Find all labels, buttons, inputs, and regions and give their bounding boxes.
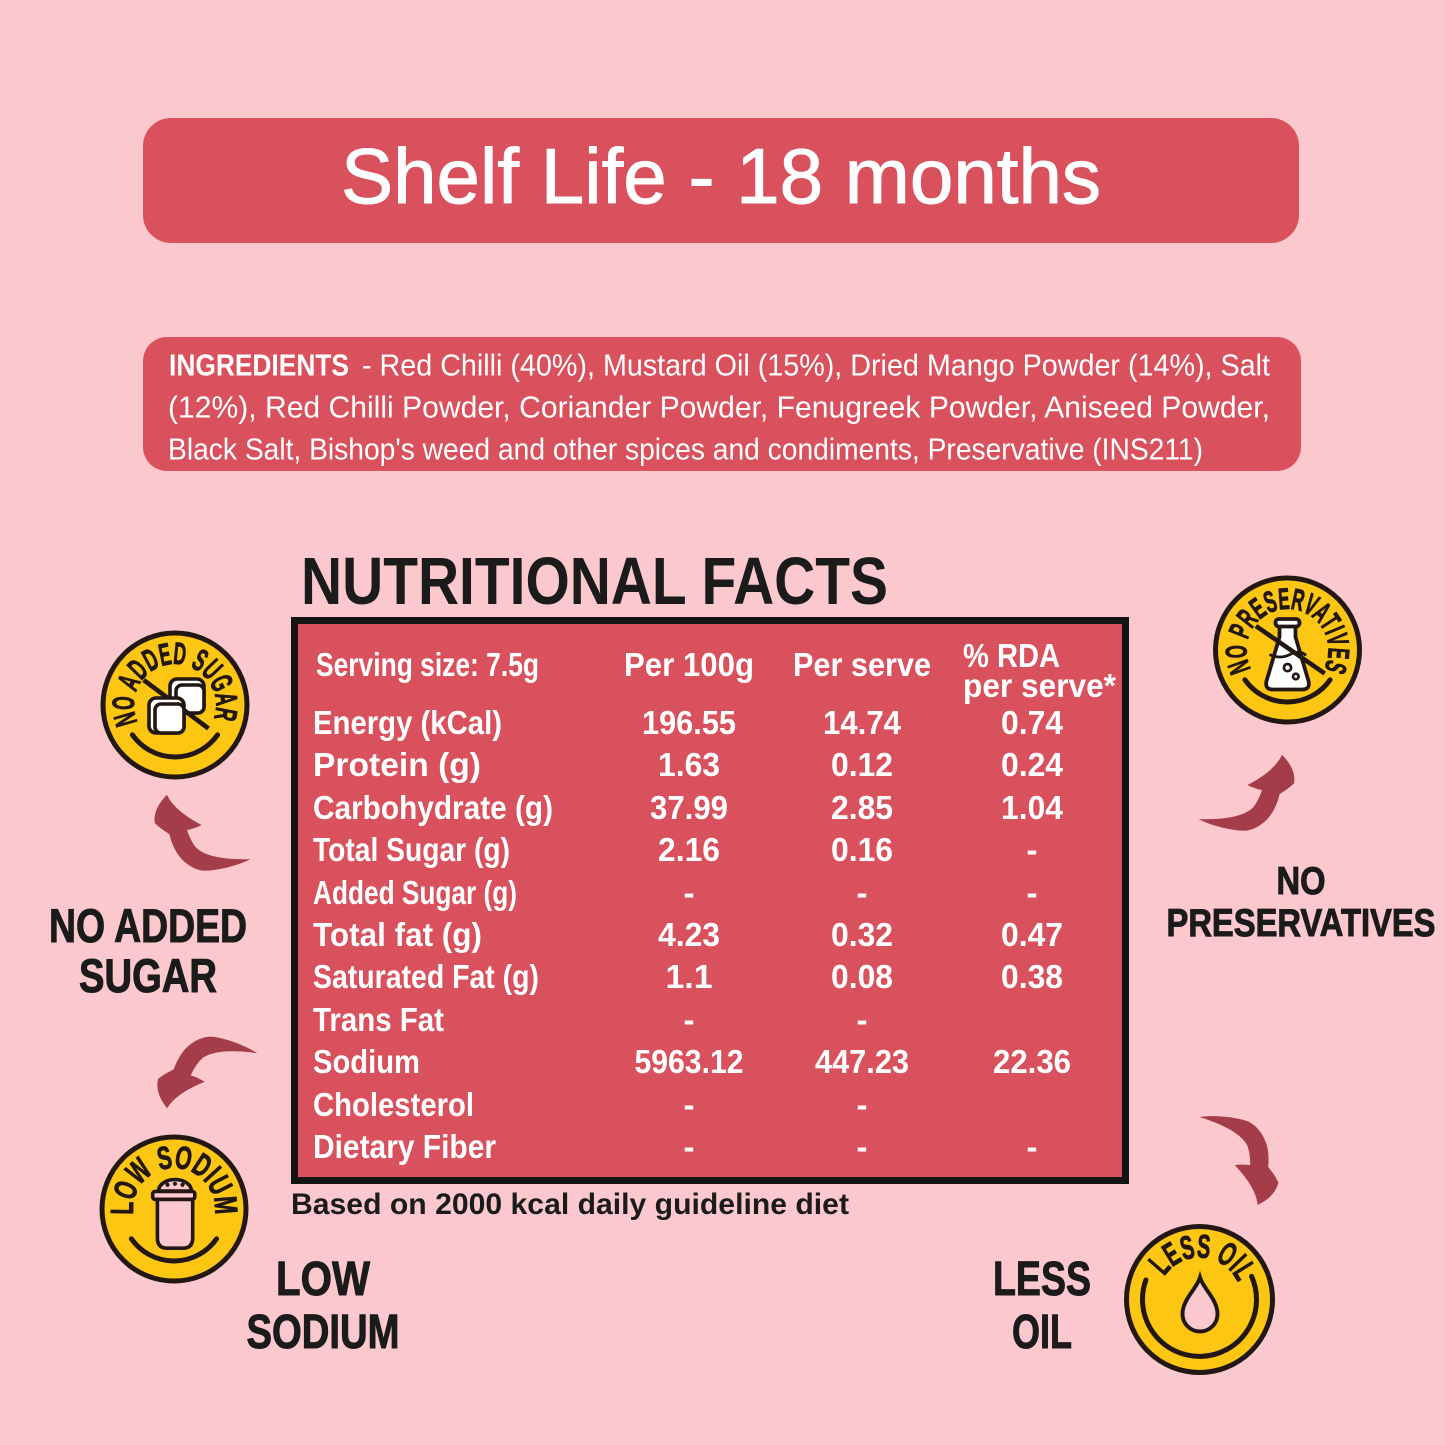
svg-text:Protein (g): Protein (g) bbox=[313, 746, 481, 783]
svg-text:SODIUM: SODIUM bbox=[247, 1306, 400, 1359]
svg-text:196.55: 196.55 bbox=[642, 704, 736, 741]
svg-text:0.38: 0.38 bbox=[1001, 958, 1063, 995]
svg-text:Per serve: Per serve bbox=[793, 646, 931, 683]
svg-text:1.04: 1.04 bbox=[1001, 789, 1064, 826]
svg-text:-: - bbox=[1027, 1128, 1038, 1165]
svg-text:Trans Fat: Trans Fat bbox=[313, 1001, 444, 1038]
svg-text:SUGAR: SUGAR bbox=[79, 949, 217, 1002]
svg-text:LESS: LESS bbox=[993, 1253, 1091, 1306]
svg-text:PRESERVATIVES: PRESERVATIVES bbox=[1167, 902, 1436, 945]
svg-text:per serve*: per serve* bbox=[963, 667, 1116, 704]
svg-text:Saturated Fat (g): Saturated Fat (g) bbox=[313, 958, 539, 995]
svg-text:0.24: 0.24 bbox=[1001, 746, 1064, 783]
svg-text:NUTRITIONAL FACTS: NUTRITIONAL FACTS bbox=[301, 544, 888, 619]
svg-text:OIL: OIL bbox=[1012, 1306, 1072, 1359]
svg-text:0.47: 0.47 bbox=[1001, 916, 1063, 953]
svg-text:Total Sugar (g): Total Sugar (g) bbox=[313, 831, 510, 868]
svg-text:Shelf Life - 18 months: Shelf Life - 18 months bbox=[341, 132, 1101, 220]
svg-text:0.12: 0.12 bbox=[831, 746, 893, 783]
svg-text:-: - bbox=[684, 1086, 695, 1123]
svg-text:-: - bbox=[1027, 874, 1038, 911]
svg-text:(12%), Red Chilli Powder, Cori: (12%), Red Chilli Powder, Coriander Powd… bbox=[168, 391, 1270, 425]
svg-text:Serving size: 7.5g: Serving size: 7.5g bbox=[316, 646, 539, 683]
svg-text:INGREDIENTS: INGREDIENTS bbox=[169, 349, 349, 383]
svg-text:-: - bbox=[684, 1128, 695, 1165]
svg-text:NO: NO bbox=[1277, 860, 1326, 903]
svg-text:-: - bbox=[857, 1086, 868, 1123]
svg-text:-: - bbox=[857, 1128, 868, 1165]
svg-text:0.16: 0.16 bbox=[831, 831, 893, 868]
svg-text:- Red Chilli (40%), Mustard Oi: - Red Chilli (40%), Mustard Oil (15%), D… bbox=[362, 349, 1270, 383]
svg-text:Dietary Fiber: Dietary Fiber bbox=[313, 1128, 496, 1165]
svg-text:Added Sugar (g): Added Sugar (g) bbox=[313, 874, 517, 911]
svg-text:4.23: 4.23 bbox=[658, 916, 720, 953]
svg-text:0.08: 0.08 bbox=[831, 958, 893, 995]
svg-text:0.74: 0.74 bbox=[1001, 704, 1064, 741]
svg-text:Black Salt, Bishop's weed and: Black Salt, Bishop's weed and other spic… bbox=[168, 432, 1203, 466]
svg-text:Carbohydrate (g): Carbohydrate (g) bbox=[313, 789, 553, 826]
svg-text:LOW: LOW bbox=[276, 1253, 371, 1306]
svg-text:Sodium: Sodium bbox=[313, 1043, 420, 1080]
svg-text:1.1: 1.1 bbox=[666, 958, 713, 995]
svg-text:1.63: 1.63 bbox=[658, 746, 720, 783]
svg-text:NO ADDED: NO ADDED bbox=[49, 899, 247, 952]
svg-text:Total fat (g): Total fat (g) bbox=[313, 916, 482, 953]
svg-text:14.74: 14.74 bbox=[823, 704, 902, 741]
svg-text:22.36: 22.36 bbox=[993, 1043, 1071, 1080]
svg-text:-: - bbox=[857, 1001, 868, 1038]
svg-text:-: - bbox=[1027, 831, 1038, 868]
svg-text:37.99: 37.99 bbox=[650, 789, 728, 826]
svg-text:Energy (kCal): Energy (kCal) bbox=[313, 704, 502, 741]
svg-text:-: - bbox=[857, 874, 868, 911]
svg-text:2.85: 2.85 bbox=[831, 789, 893, 826]
svg-text:Per 100g: Per 100g bbox=[624, 646, 754, 683]
svg-text:Cholesterol: Cholesterol bbox=[313, 1086, 474, 1123]
svg-text:-: - bbox=[684, 1001, 695, 1038]
svg-text:5963.12: 5963.12 bbox=[635, 1043, 744, 1080]
svg-text:Based on 2000 kcal daily guide: Based on 2000 kcal daily guideline diet bbox=[291, 1188, 849, 1221]
svg-text:2.16: 2.16 bbox=[658, 831, 720, 868]
svg-text:0.32: 0.32 bbox=[831, 916, 893, 953]
svg-text:447.23: 447.23 bbox=[815, 1043, 909, 1080]
svg-text:-: - bbox=[684, 874, 695, 911]
svg-text:% RDA: % RDA bbox=[963, 637, 1060, 674]
